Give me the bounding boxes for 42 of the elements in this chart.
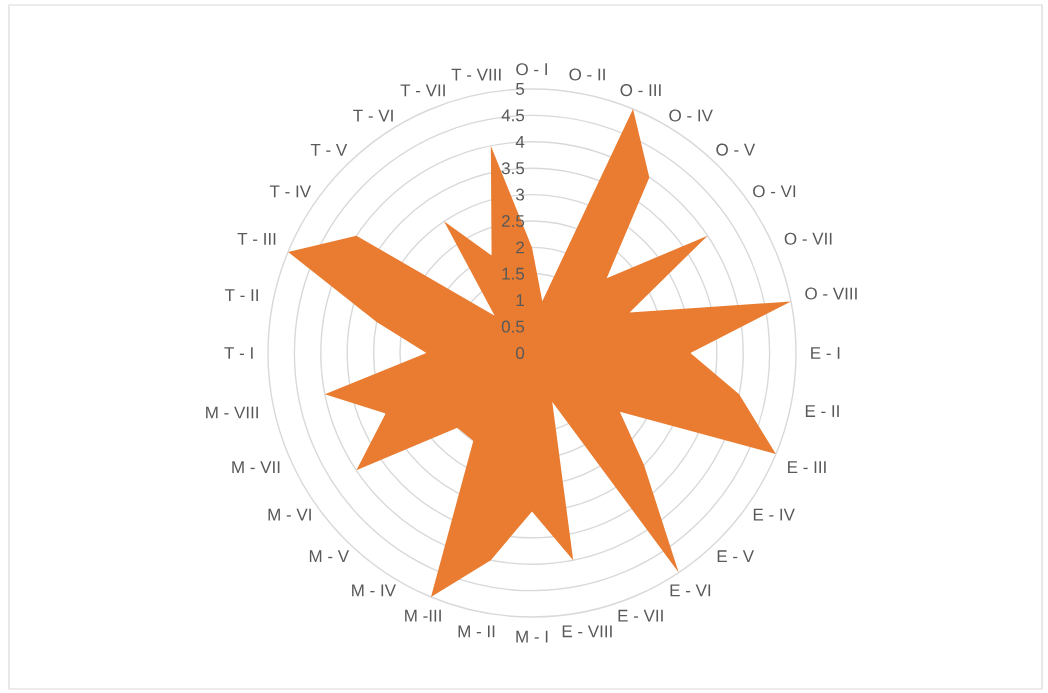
spoke-label: M - VII (232, 461, 280, 473)
spoke-label: E - VIII (562, 625, 612, 638)
spoke-label: O - IV (669, 109, 713, 122)
spoke-label: T - I (224, 347, 253, 359)
spoke-label: O - VI (753, 185, 796, 198)
spoke-label: M - V (309, 550, 350, 563)
y-tick-label: 2 (516, 241, 524, 254)
spoke-label: T - III (237, 233, 276, 245)
spoke-label: E - V (717, 550, 754, 563)
spoke-label: M - I (516, 630, 548, 643)
spoke-label: M - II (458, 625, 495, 638)
spoke-label: T - IV (269, 185, 311, 198)
y-tick-label: 0 (516, 346, 525, 360)
y-tick-label: 3 (515, 188, 525, 201)
spoke-label: O - III (620, 84, 661, 97)
spoke-label: E - I (811, 347, 840, 359)
spoke-label: M - IV (352, 584, 396, 597)
y-tick-label: 5 (516, 83, 525, 95)
spoke-label: M - VIII (206, 406, 258, 419)
y-tick-label: 1 (516, 294, 524, 307)
spoke-label: T - VIII (451, 68, 501, 81)
spoke-label: O - VIII (805, 287, 857, 300)
y-tick-label: 0.5 (501, 320, 525, 333)
y-tick-label: 4 (515, 135, 525, 148)
spoke-label: E - II (805, 405, 839, 417)
y-tick-label: 4.5 (501, 109, 525, 122)
spoke-label: T - V (310, 143, 348, 156)
spoke-label: O - II (569, 68, 605, 81)
y-tick-label: 1.5 (502, 267, 525, 280)
spoke-label: T - VII (400, 84, 445, 97)
spoke-label: E - VII (618, 609, 663, 622)
spoke-label: O - I (516, 63, 547, 76)
y-tick-label: 3.5 (501, 162, 525, 175)
spoke-label: O - VII (784, 232, 832, 245)
spoke-label: M -III (405, 609, 441, 622)
spoke-label: E - III (788, 461, 826, 473)
spoke-label: T - II (224, 289, 258, 301)
spoke-label: T - VI (353, 109, 393, 122)
spoke-label: E - IV (753, 508, 795, 521)
spoke-label: E - VI (670, 584, 711, 597)
spoke-label: M - VI (268, 508, 311, 521)
spoke-label: O - V (716, 143, 756, 156)
